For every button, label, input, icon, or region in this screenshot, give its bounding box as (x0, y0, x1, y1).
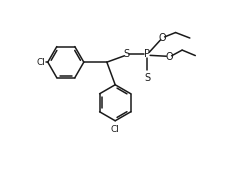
Text: S: S (143, 73, 149, 83)
Text: Cl: Cl (36, 58, 45, 67)
Text: O: O (164, 52, 172, 62)
Text: Cl: Cl (110, 125, 119, 134)
Text: O: O (158, 33, 165, 43)
Text: S: S (123, 50, 129, 59)
Text: P: P (143, 50, 149, 59)
